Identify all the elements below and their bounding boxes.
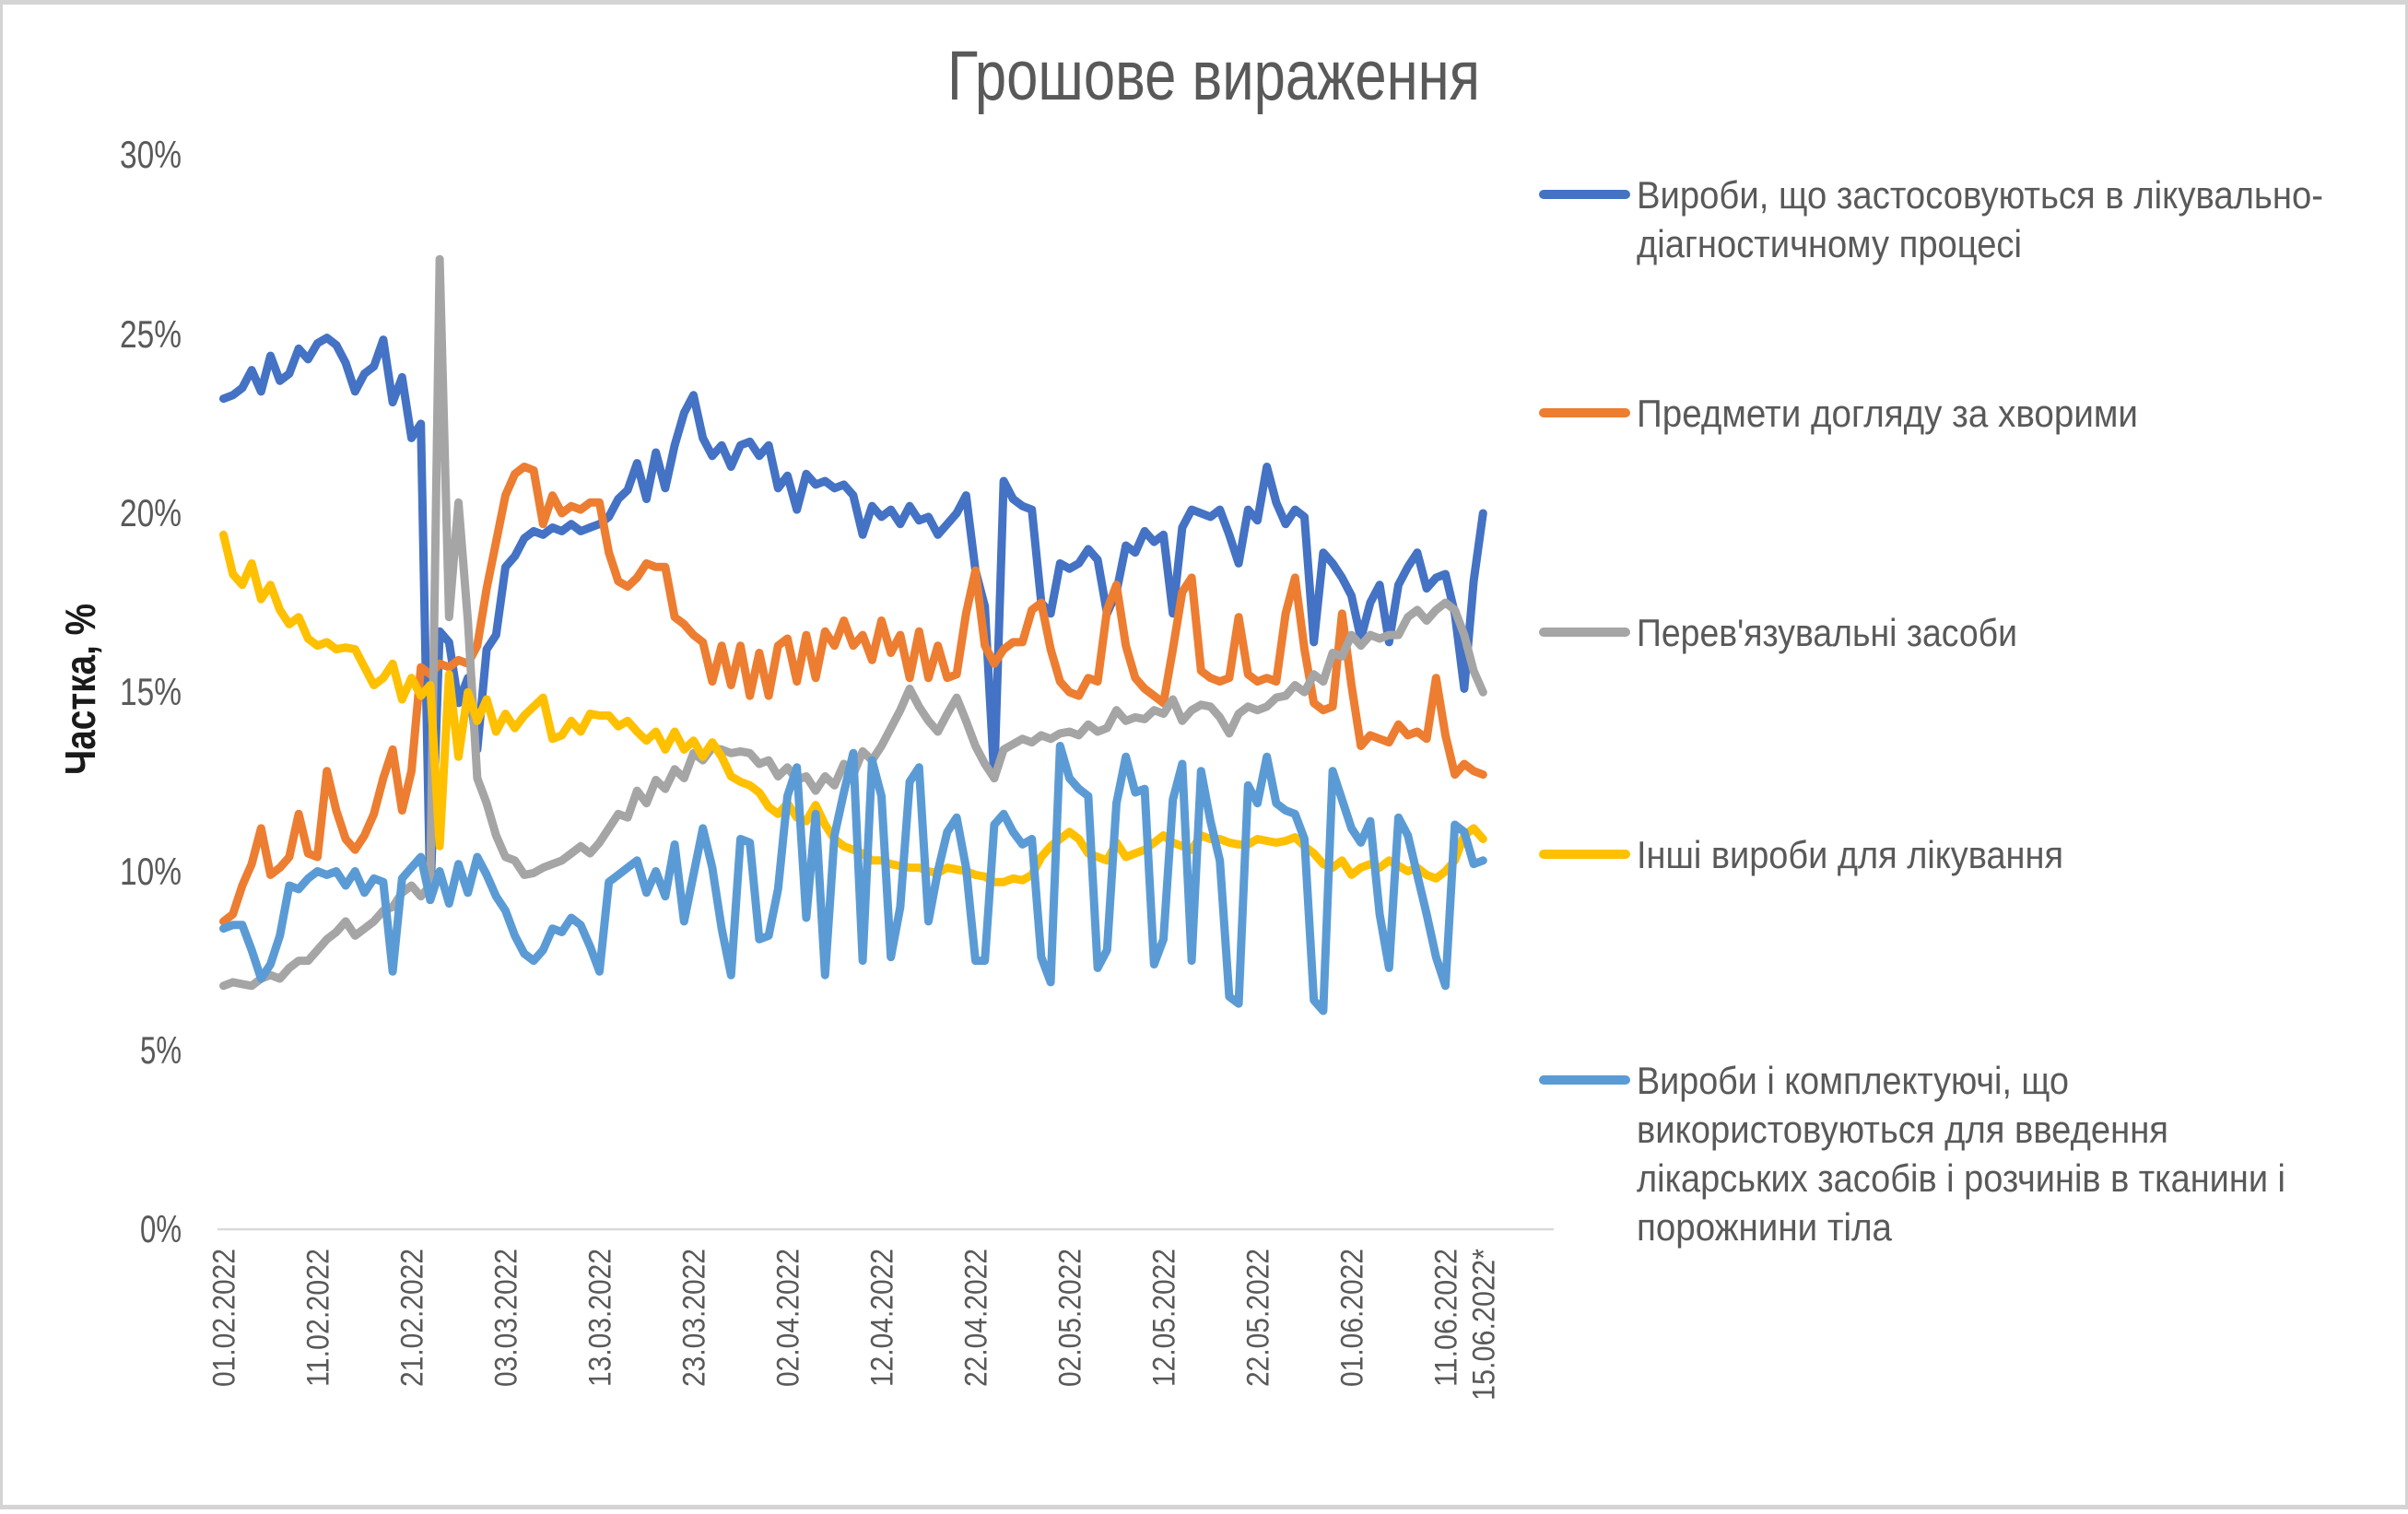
svg-text:11.06.2022: 11.06.2022 [1429, 1249, 1464, 1387]
svg-text:лікарських засобів і розчинів: лікарських засобів і розчинів в тканини … [1637, 1156, 2285, 1200]
svg-text:Вироби і комплектуючі, що: Вироби і комплектуючі, що [1637, 1059, 2069, 1102]
svg-text:01.02.2022: 01.02.2022 [207, 1249, 242, 1387]
svg-text:Інші вироби для лікування: Інші вироби для лікування [1637, 833, 2063, 876]
svg-text:використовуються для введення: використовуються для введення [1637, 1108, 2168, 1151]
svg-text:Перев'язувальні засоби: Перев'язувальні засоби [1637, 611, 2017, 654]
svg-text:02.05.2022: 02.05.2022 [1053, 1249, 1088, 1387]
svg-text:діагностичному процесі: діагностичному процесі [1637, 222, 2022, 265]
svg-text:Предмети догляду за хворими: Предмети догляду за хворими [1637, 392, 2138, 435]
svg-text:Частка, %: Частка, % [56, 604, 104, 775]
svg-text:03.03.2022: 03.03.2022 [489, 1249, 524, 1387]
svg-text:11.02.2022: 11.02.2022 [301, 1249, 336, 1387]
svg-text:01.06.2022: 01.06.2022 [1335, 1249, 1370, 1387]
svg-text:15.06.2022*: 15.06.2022* [1466, 1249, 1501, 1401]
svg-text:23.03.2022: 23.03.2022 [677, 1249, 712, 1387]
svg-text:Вироби, що застосовуються в лі: Вироби, що застосовуються в лікувально- [1637, 173, 2323, 217]
svg-text:13.03.2022: 13.03.2022 [583, 1249, 618, 1387]
svg-text:22.05.2022: 22.05.2022 [1241, 1249, 1276, 1387]
svg-text:21.02.2022: 21.02.2022 [395, 1249, 430, 1387]
svg-text:Грошове вираження: Грошове вираження [947, 37, 1480, 115]
svg-text:02.04.2022: 02.04.2022 [771, 1249, 806, 1387]
svg-text:25%: 25% [120, 312, 182, 356]
svg-text:12.05.2022: 12.05.2022 [1147, 1249, 1182, 1387]
svg-text:0%: 0% [140, 1207, 182, 1250]
svg-text:15%: 15% [120, 670, 182, 713]
svg-text:12.04.2022: 12.04.2022 [865, 1249, 900, 1387]
svg-text:20%: 20% [120, 491, 182, 534]
svg-text:30%: 30% [120, 133, 182, 176]
svg-text:10%: 10% [120, 850, 182, 893]
svg-text:5%: 5% [140, 1028, 182, 1072]
svg-text:порожнини тіла: порожнини тіла [1637, 1205, 1893, 1249]
svg-text:22.04.2022: 22.04.2022 [959, 1249, 994, 1387]
